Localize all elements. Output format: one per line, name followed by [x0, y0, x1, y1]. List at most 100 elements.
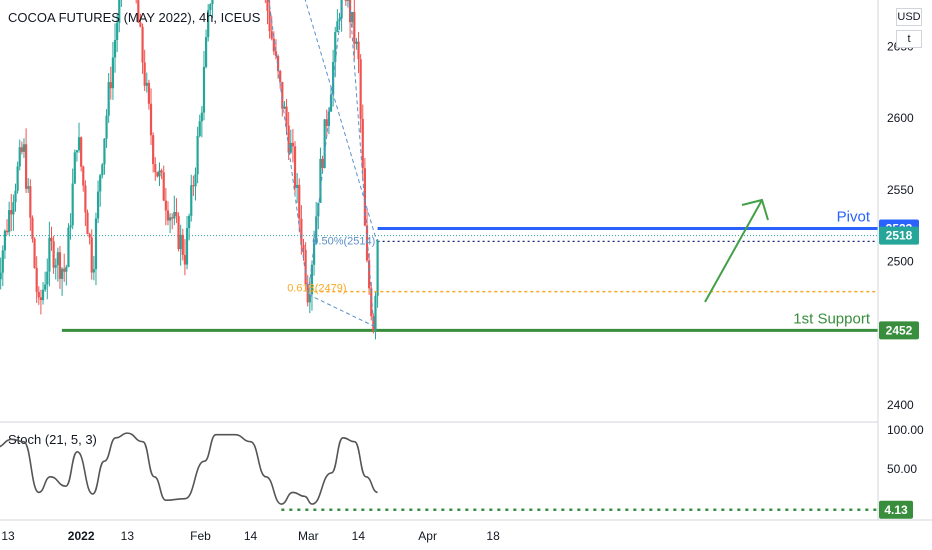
candle-body[interactable]: [116, 22, 119, 41]
candle-body[interactable]: [48, 237, 51, 272]
candle-body[interactable]: [90, 237, 93, 273]
candle-body[interactable]: [211, 0, 214, 5]
candle-body[interactable]: [5, 230, 9, 233]
candle-body[interactable]: [279, 70, 282, 82]
candle-body[interactable]: [39, 297, 43, 301]
candle-body[interactable]: [353, 11, 356, 44]
candle-body[interactable]: [175, 211, 178, 217]
candle-body[interactable]: [300, 218, 303, 245]
candle-body[interactable]: [274, 51, 278, 57]
candle-body[interactable]: [283, 106, 286, 109]
candle-body[interactable]: [296, 184, 299, 188]
candle-body[interactable]: [44, 284, 47, 290]
candle-body[interactable]: [35, 267, 38, 292]
candle-body[interactable]: [99, 175, 102, 192]
candle-body[interactable]: [73, 152, 76, 184]
candle-body[interactable]: [50, 237, 53, 242]
candle-body[interactable]: [202, 66, 206, 113]
candle-body[interactable]: [334, 32, 337, 62]
candle-body[interactable]: [336, 21, 339, 33]
candle-body[interactable]: [0, 272, 2, 280]
candle-body[interactable]: [96, 191, 100, 219]
candle-body[interactable]: [266, 0, 269, 11]
candle-body[interactable]: [54, 265, 57, 268]
candle-body[interactable]: [63, 268, 66, 272]
candle-body[interactable]: [33, 238, 36, 268]
candle-body[interactable]: [154, 164, 157, 173]
candle-body[interactable]: [338, 18, 341, 22]
candle-body[interactable]: [276, 56, 280, 71]
candle-body[interactable]: [196, 135, 199, 175]
candle-body[interactable]: [327, 111, 330, 126]
candle-body[interactable]: [111, 57, 115, 89]
candle-body[interactable]: [179, 234, 182, 250]
candle-body[interactable]: [268, 10, 271, 32]
candle-body[interactable]: [84, 185, 87, 213]
candle-body[interactable]: [147, 82, 151, 104]
candle-body[interactable]: [156, 172, 159, 177]
candle-body[interactable]: [105, 115, 108, 139]
candle-body[interactable]: [160, 170, 163, 173]
candle-body[interactable]: [346, 0, 350, 1]
candle-body[interactable]: [344, 0, 347, 1]
candle-body[interactable]: [14, 190, 17, 203]
candle-body[interactable]: [141, 26, 144, 63]
candle-body[interactable]: [145, 82, 148, 86]
candle-body[interactable]: [56, 252, 59, 266]
candle-body[interactable]: [41, 289, 45, 301]
candle-body[interactable]: [192, 185, 195, 187]
candle-body[interactable]: [270, 31, 273, 39]
candle-body[interactable]: [185, 228, 189, 265]
candle-body[interactable]: [183, 254, 187, 265]
candle-body[interactable]: [12, 202, 15, 215]
candle-body[interactable]: [359, 59, 362, 119]
candle-body[interactable]: [181, 234, 184, 255]
candle-body[interactable]: [168, 217, 172, 221]
candle-body[interactable]: [302, 244, 305, 250]
candle-body[interactable]: [139, 22, 142, 27]
candle-body[interactable]: [65, 266, 68, 272]
candle-body[interactable]: [323, 119, 326, 169]
candle-body[interactable]: [310, 264, 314, 295]
candle-body[interactable]: [52, 241, 55, 268]
candle-body[interactable]: [355, 41, 358, 44]
candle-body[interactable]: [16, 166, 19, 191]
candle-body[interactable]: [321, 158, 324, 169]
candle-body[interactable]: [209, 4, 212, 11]
candle-body[interactable]: [374, 295, 377, 331]
candle-body[interactable]: [75, 150, 79, 153]
candle-body[interactable]: [370, 288, 373, 317]
candle-body[interactable]: [304, 249, 307, 285]
candle-body[interactable]: [103, 138, 106, 165]
candle-body[interactable]: [143, 62, 146, 86]
candle-body[interactable]: [325, 119, 328, 126]
candle-body[interactable]: [20, 147, 23, 152]
candle-body[interactable]: [71, 183, 74, 226]
candle-body[interactable]: [340, 0, 343, 19]
candle-body[interactable]: [29, 186, 32, 218]
candle-body[interactable]: [60, 268, 64, 279]
candle-body[interactable]: [289, 142, 292, 153]
candle-body[interactable]: [58, 252, 62, 279]
candle-body[interactable]: [22, 144, 26, 152]
candle-body[interactable]: [319, 158, 322, 203]
candle-body[interactable]: [158, 170, 161, 177]
candle-body[interactable]: [88, 234, 91, 238]
candle-body[interactable]: [332, 61, 335, 95]
candle-body[interactable]: [69, 225, 72, 228]
candle-body[interactable]: [86, 212, 89, 235]
candle-body[interactable]: [351, 11, 354, 23]
candle-body[interactable]: [204, 37, 208, 67]
scale-button[interactable]: t: [896, 30, 922, 48]
candle-body[interactable]: [312, 243, 316, 265]
currency-button[interactable]: USD: [896, 8, 922, 26]
candle-body[interactable]: [149, 103, 153, 136]
candle-body[interactable]: [37, 291, 40, 298]
candle-body[interactable]: [152, 135, 155, 165]
candle-body[interactable]: [293, 146, 297, 188]
candle-body[interactable]: [188, 215, 191, 229]
candle-body[interactable]: [298, 184, 301, 219]
candle-body[interactable]: [31, 217, 34, 239]
candle-body[interactable]: [1, 250, 4, 273]
candle-body[interactable]: [317, 202, 320, 217]
